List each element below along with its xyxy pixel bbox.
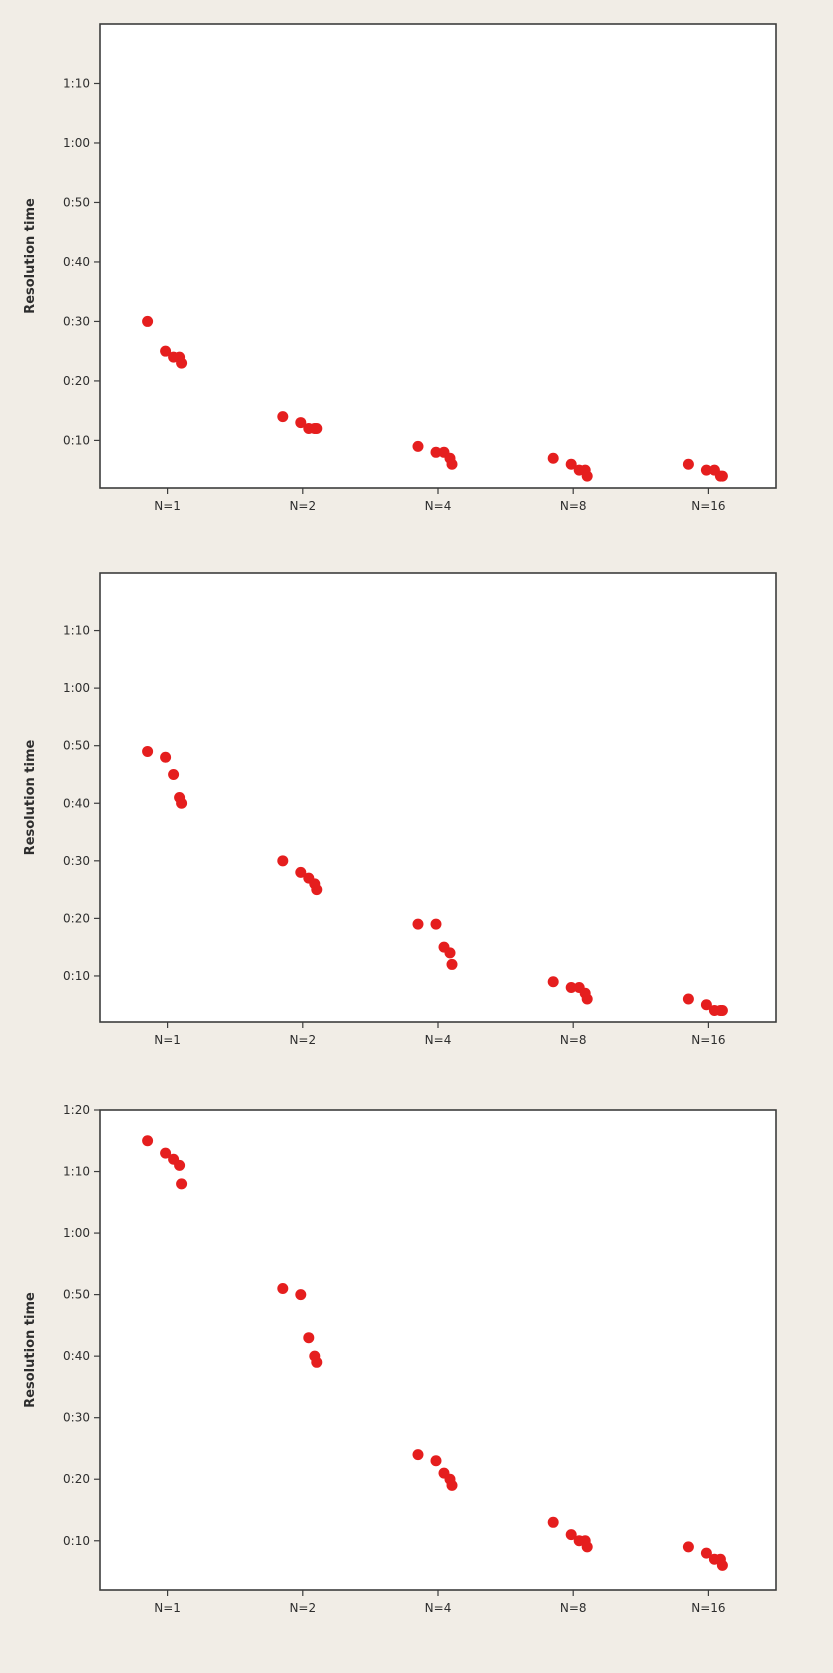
y-tick-label: 0:30 [63, 854, 90, 868]
y-tick-label: 0:40 [63, 796, 90, 810]
y-tick-label: 1:00 [63, 136, 90, 150]
data-point [547, 452, 559, 464]
y-tick-label: 0:50 [63, 195, 90, 209]
data-point [716, 1559, 728, 1571]
x-tick-label: N=4 [425, 1601, 452, 1615]
y-tick-label: 1:10 [63, 624, 90, 638]
data-point [176, 797, 188, 809]
plot-area [99, 1109, 777, 1591]
data-point [176, 1178, 188, 1190]
data-point [176, 357, 188, 369]
data-point [311, 1356, 323, 1368]
x-tick-label: N=16 [691, 499, 725, 513]
data-point [142, 315, 154, 327]
y-tick-label: 0:40 [63, 1349, 90, 1363]
y-axis-title: Resolution time [23, 198, 38, 314]
y-tick-label: 1:10 [63, 76, 90, 90]
y-tick-label: 0:20 [63, 911, 90, 925]
data-point [160, 1147, 172, 1159]
data-point [295, 866, 307, 878]
data-point [303, 1332, 315, 1344]
y-tick-label: 0:50 [63, 1288, 90, 1302]
data-point [700, 464, 712, 476]
y-axis-title: Resolution time [23, 740, 38, 856]
y-tick-label: 0:50 [63, 739, 90, 753]
data-point [295, 417, 307, 429]
data-point [160, 345, 172, 357]
data-point [682, 458, 694, 470]
data-point [311, 423, 323, 435]
plot-area [99, 572, 777, 1023]
data-point [168, 768, 180, 780]
data-point [430, 1455, 442, 1467]
y-tick-label: 0:30 [63, 314, 90, 328]
data-point [682, 1541, 694, 1553]
y-tick-label: 1:20 [63, 1103, 90, 1117]
x-tick-label: N=16 [691, 1033, 725, 1047]
x-tick-label: N=4 [425, 499, 452, 513]
x-tick-label: N=1 [154, 1601, 181, 1615]
data-point [682, 993, 694, 1005]
plot-area [99, 23, 777, 489]
x-tick-label: N=8 [560, 1033, 587, 1047]
data-point [581, 993, 593, 1005]
data-point [142, 745, 154, 757]
data-point [716, 470, 728, 482]
data-point [295, 1289, 307, 1301]
y-tick-label: 1:00 [63, 1226, 90, 1240]
x-tick-label: N=8 [560, 1601, 587, 1615]
x-tick-label: N=8 [560, 499, 587, 513]
scatter-chart-top: 0:10 0:20 0:30 0:40 0:50 1:00 1:10 N=1 N=2 N=4 N=8… [23, 23, 777, 513]
data-point [277, 855, 289, 867]
y-axis-title: Resolution time [23, 1292, 38, 1408]
y-tick-label: 0:10 [63, 433, 90, 447]
x-tick-label: N=1 [154, 499, 181, 513]
x-tick-label: N=2 [289, 1601, 316, 1615]
data-point [160, 751, 172, 763]
data-point [700, 999, 712, 1011]
data-point [444, 947, 456, 959]
y-tick-label: 0:30 [63, 1411, 90, 1425]
y-tick-label: 0:40 [63, 255, 90, 269]
data-point [174, 1159, 186, 1171]
data-point [446, 1479, 458, 1491]
data-point [142, 1135, 154, 1147]
data-point [430, 918, 442, 930]
data-point [716, 1004, 728, 1016]
data-point [446, 958, 458, 970]
x-tick-label: N=16 [691, 1601, 725, 1615]
x-tick-label: N=2 [289, 1033, 316, 1047]
data-point [700, 1547, 712, 1559]
data-point [412, 1449, 424, 1461]
scatter-chart-bottom: 0:10 0:20 0:30 0:40 0:50 1:00 1:10 1:20 N=1 N=2 N=… [23, 1103, 777, 1615]
data-point [565, 458, 577, 470]
x-tick-label: N=4 [425, 1033, 452, 1047]
data-point [430, 446, 442, 458]
scatter-chart-middle: 0:10 0:20 0:30 0:40 0:50 1:00 1:10 N=1 N=2 N=4 N=8… [23, 572, 777, 1047]
data-point [581, 1541, 593, 1553]
data-point [565, 1529, 577, 1541]
data-point [311, 884, 323, 896]
y-tick-label: 1:00 [63, 681, 90, 695]
data-point [547, 976, 559, 988]
data-point [547, 1516, 559, 1528]
y-tick-label: 0:10 [63, 1534, 90, 1548]
y-tick-label: 0:20 [63, 374, 90, 388]
data-point [446, 458, 458, 470]
data-point [277, 1282, 289, 1294]
x-tick-label: N=1 [154, 1033, 181, 1047]
y-tick-label: 0:10 [63, 969, 90, 983]
data-point [412, 918, 424, 930]
data-point [412, 440, 424, 452]
y-tick-label: 0:20 [63, 1472, 90, 1486]
data-point [581, 470, 593, 482]
data-point [565, 981, 577, 993]
x-tick-label: N=2 [289, 499, 316, 513]
y-tick-label: 1:10 [63, 1165, 90, 1179]
data-point [277, 411, 289, 423]
